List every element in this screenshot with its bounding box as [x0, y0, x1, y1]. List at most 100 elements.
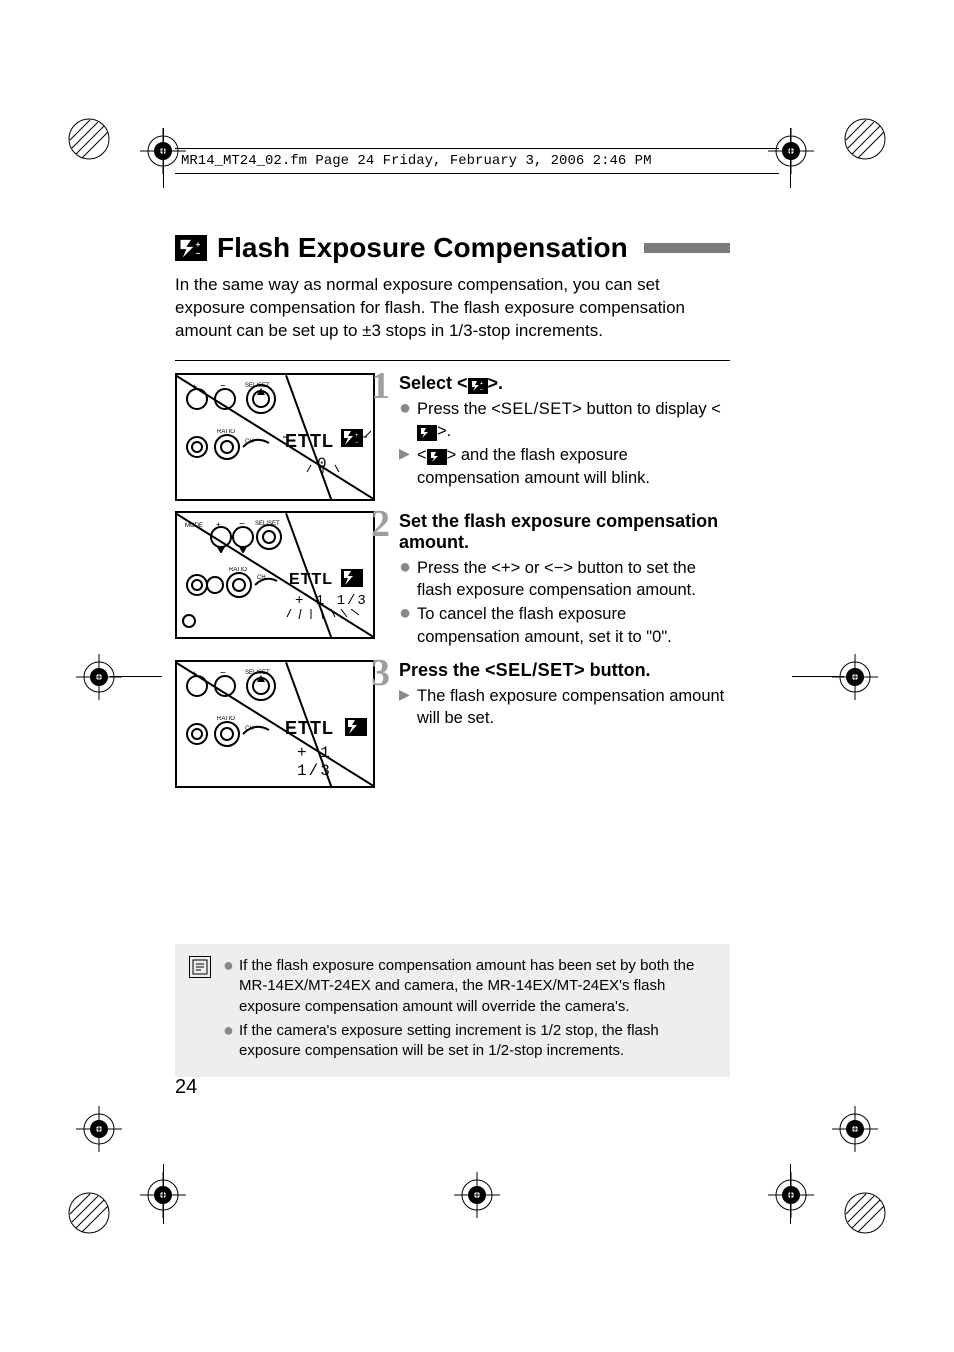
crop-target-icon: [454, 1172, 500, 1218]
step-number: 1: [371, 367, 390, 405]
note-box: ● If the flash exposure compensation amo…: [175, 944, 730, 1077]
bullet-icon: ●: [223, 1021, 239, 1062]
controls-icon: RATIO CH: [183, 429, 283, 463]
svg-text:+: +: [196, 240, 201, 249]
svg-text:−: −: [480, 387, 483, 392]
flash-comp-icon: [427, 449, 447, 465]
note-item: ● If the flash exposure compensation amo…: [223, 956, 716, 1017]
registration-mark-icon: [844, 1192, 886, 1234]
svg-text:−: −: [196, 249, 201, 258]
t: > button.: [574, 660, 650, 680]
svg-text:+: +: [192, 669, 197, 678]
controls-icon: MODE + − SEL/SET: [183, 519, 283, 553]
registration-mark-icon: [68, 118, 110, 160]
illus-mode: ETTL: [285, 718, 334, 739]
t: > and the flash exposure compensation am…: [417, 446, 650, 486]
svg-text:RATIO: RATIO: [229, 567, 247, 573]
t: To cancel the flash exposure compensatio…: [417, 603, 730, 648]
crop-target-icon: [76, 654, 122, 700]
controls-icon: + − SEL/SET: [183, 381, 283, 415]
controls-icon: RATIO CH: [183, 567, 283, 601]
crop-line: [790, 128, 791, 188]
section-title-row: +− Flash Exposure Compensation: [175, 232, 730, 264]
blink-marks-icon: [285, 609, 371, 621]
svg-text:+: +: [192, 382, 197, 391]
step-1-item: ● Press the <SEL/SET> button to display …: [399, 398, 730, 443]
t: The flash exposure compensation amount w…: [417, 685, 730, 730]
step-1-item: ▶ <> and the flash exposure compensation…: [399, 444, 730, 489]
t: > or <: [511, 559, 554, 577]
t: > button to display <: [572, 400, 721, 418]
t: >.: [488, 373, 504, 393]
illus-mode: ETTL: [289, 571, 333, 589]
step-1-illustration: + − SEL/SET RATIO: [175, 373, 375, 501]
step-3-item: ▶ The flash exposure compensation amount…: [399, 685, 730, 730]
minus-icon: −: [554, 559, 564, 577]
crop-line: [792, 676, 844, 677]
t: Select <: [399, 373, 468, 393]
t: >.: [437, 422, 451, 440]
page-content: +− Flash Exposure Compensation In the sa…: [175, 232, 730, 788]
crop-target-icon: [832, 1106, 878, 1152]
svg-text:SEL/SET: SEL/SET: [245, 383, 270, 389]
controls-icon: RATIO CH: [183, 716, 283, 750]
step-3-title: Press the <SEL/SET> button.: [399, 660, 730, 681]
steps: +− SEL/SET RATIO: [175, 373, 730, 788]
flash-comp-icon: +−: [175, 235, 207, 261]
step-number: 3: [371, 654, 390, 692]
lamp-icon: [181, 613, 201, 633]
manual-page: MR14_MT24_02.fm Page 24 Friday, February…: [0, 0, 954, 1352]
crop-line: [110, 676, 162, 677]
step-2-title: Set the flash exposure compensation amou…: [399, 511, 730, 553]
bullet-icon: ●: [223, 956, 239, 1017]
svg-text:MODE: MODE: [185, 523, 203, 529]
svg-text:SEL/SET: SEL/SET: [255, 521, 280, 527]
flash-comp-icon: [417, 425, 437, 441]
print-header: MR14_MT24_02.fm Page 24 Friday, February…: [175, 148, 779, 174]
rule: [175, 360, 730, 361]
crop-target-icon: [832, 654, 878, 700]
svg-text:−: −: [220, 381, 226, 392]
t: Press the <: [417, 559, 501, 577]
bullet-icon: ▶: [399, 444, 417, 489]
flash-comp-icon: +−: [468, 378, 488, 394]
crop-line: [163, 128, 164, 188]
registration-mark-icon: [68, 1192, 110, 1234]
step-2-illustration: MODE + − SEL/SET: [175, 511, 375, 639]
note-item: ● If the camera's exposure setting incre…: [223, 1021, 716, 1062]
bullet-icon: ●: [399, 603, 417, 648]
note-text: If the camera's exposure setting increme…: [239, 1021, 716, 1062]
step-2-item: ● Press the <+> or <−> button to set the…: [399, 557, 730, 602]
note-text: If the flash exposure compensation amoun…: [239, 956, 716, 1017]
svg-text:+: +: [216, 520, 221, 529]
svg-text:−: −: [239, 519, 245, 530]
crop-line: [163, 1164, 164, 1224]
flash-comp-icon: [345, 718, 367, 741]
step-2-item: ● To cancel the flash exposure compensat…: [399, 603, 730, 648]
section-title: Flash Exposure Compensation: [217, 232, 628, 264]
svg-text:−: −: [220, 668, 226, 679]
page-number: 24: [175, 1076, 197, 1099]
title-bar: [644, 243, 730, 253]
illus-value: + 1 1/3: [295, 593, 368, 609]
illus-value: + 1 1/3: [297, 744, 373, 780]
svg-text:RATIO: RATIO: [217, 429, 235, 435]
crop-target-icon: [768, 1172, 814, 1218]
sel-set-label: SEL/SET: [496, 660, 575, 680]
controls-icon: + − SEL/SET: [183, 668, 283, 702]
step-1: +− SEL/SET RATIO: [175, 373, 730, 501]
flash-comp-icon: [341, 569, 363, 592]
plus-icon: +: [501, 559, 511, 577]
blink-marks-icon: [283, 425, 371, 473]
crop-line: [790, 1164, 791, 1224]
step-3-illustration: + − SEL/SET RATIO CH: [175, 660, 375, 788]
svg-text:SEL/SET: SEL/SET: [245, 670, 270, 676]
step-2: MODE + − SEL/SET: [175, 511, 730, 650]
registration-mark-icon: [844, 118, 886, 160]
step-number: 2: [371, 505, 390, 543]
sel-set-label: SEL/SET: [501, 400, 572, 418]
t: <: [417, 446, 427, 464]
t: Press the <: [417, 400, 501, 418]
bullet-icon: ●: [399, 557, 417, 602]
note-icon: [189, 956, 211, 978]
